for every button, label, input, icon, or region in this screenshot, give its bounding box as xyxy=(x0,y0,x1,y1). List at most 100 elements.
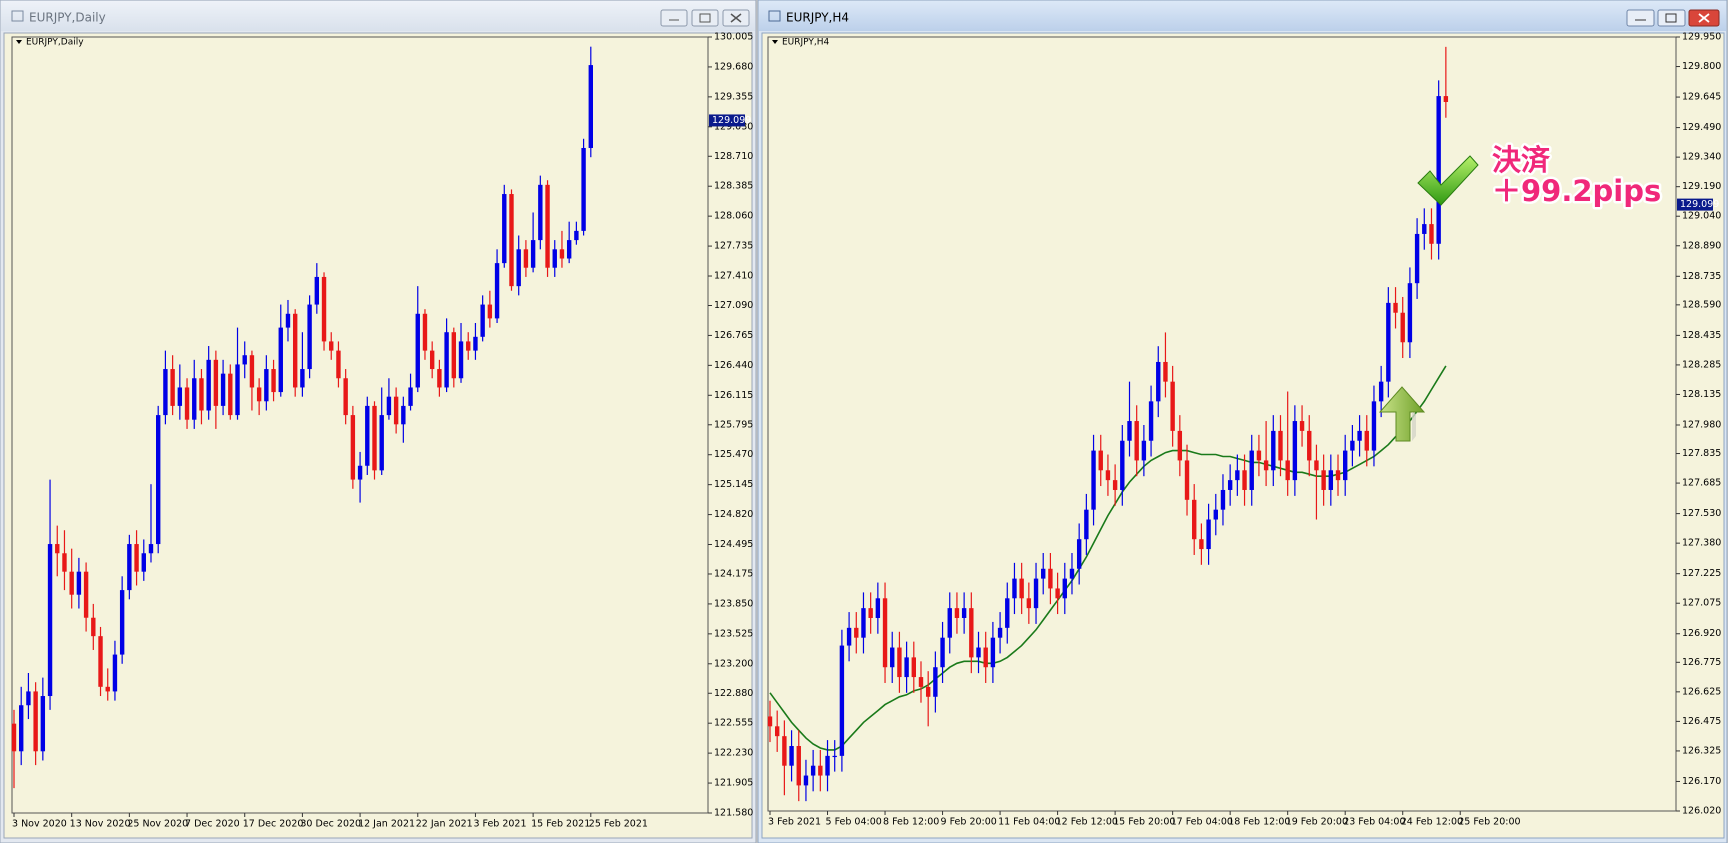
candle-body xyxy=(480,304,485,337)
candle-body xyxy=(429,350,435,370)
candle-body xyxy=(1127,421,1132,441)
candle-body xyxy=(803,775,809,786)
candle-body xyxy=(415,313,420,388)
candle-body xyxy=(1091,450,1096,510)
window-buttons[interactable] xyxy=(660,9,750,27)
candle-body xyxy=(789,746,794,766)
candle-body xyxy=(1005,598,1010,628)
y-tick-label: 123.850 xyxy=(714,598,753,609)
price-marker xyxy=(1677,198,1713,211)
candle-body xyxy=(47,544,53,697)
candle-body xyxy=(1033,578,1039,609)
candle-body xyxy=(192,378,197,420)
y-tick-label: 129.040 xyxy=(1682,211,1721,222)
candle-body xyxy=(1220,489,1226,510)
x-tick-label: 11 Feb 04:00 xyxy=(998,817,1060,828)
candle-body xyxy=(55,544,60,554)
candle-body xyxy=(1105,470,1111,481)
candle-body xyxy=(1436,96,1441,244)
candle-body xyxy=(1156,361,1161,402)
y-tick-label: 129.030 xyxy=(714,121,753,132)
candle-body xyxy=(393,396,399,425)
x-tick-label: 13 Nov 2020 xyxy=(70,819,131,830)
candle-body xyxy=(969,608,974,658)
candle-body xyxy=(357,465,363,480)
y-tick-label: 123.525 xyxy=(714,628,753,639)
candle-body xyxy=(868,608,873,618)
candle-body xyxy=(494,263,500,319)
candle-body xyxy=(530,240,536,268)
candle-body xyxy=(119,590,125,655)
candle-body xyxy=(105,686,110,692)
y-tick-label: 127.685 xyxy=(1682,478,1721,489)
x-tick-label: 12 Jan 2021 xyxy=(358,819,415,830)
candle-body xyxy=(846,627,852,646)
close-icon xyxy=(730,13,742,23)
candle-body xyxy=(961,608,967,618)
chart: EURJPY,H4 129.950 129.800 129.645 129.490 129… xyxy=(767,32,1721,828)
window-right: EURJPY,H4 xyxy=(757,0,1728,843)
candle-body xyxy=(1012,578,1017,599)
candle-body xyxy=(1443,96,1449,102)
window-icon xyxy=(11,10,24,22)
candle-body xyxy=(386,396,392,416)
candle-body xyxy=(163,369,168,416)
candle-body xyxy=(134,544,139,572)
candle-body xyxy=(947,608,952,638)
candle-body xyxy=(1227,480,1233,490)
candle-body xyxy=(1328,470,1334,490)
candle-body xyxy=(1393,302,1398,313)
candle-body xyxy=(264,369,269,402)
candle-body xyxy=(365,405,370,466)
candle-body xyxy=(1192,499,1197,540)
candle-body xyxy=(170,369,175,406)
y-tick-label: 129.680 xyxy=(714,61,753,72)
y-tick-label: 129.950 xyxy=(1682,32,1721,43)
x-tick-label: 22 Jan 2021 xyxy=(416,819,473,830)
candle-body xyxy=(220,373,226,406)
window-buttons[interactable] xyxy=(1626,9,1720,27)
candle-body xyxy=(581,147,586,231)
x-tick-label: 7 Dec 2020 xyxy=(185,819,240,830)
price-label: 129.099 xyxy=(712,115,751,126)
candle-body xyxy=(1148,401,1154,441)
restore-button[interactable] xyxy=(691,9,719,27)
moving-average xyxy=(769,365,1447,751)
restore-button[interactable] xyxy=(1657,9,1686,27)
candle-body xyxy=(1084,509,1089,540)
candle-body xyxy=(1141,440,1147,461)
minimize-button[interactable] xyxy=(660,9,688,27)
candle-body xyxy=(271,369,276,393)
candle-body xyxy=(1213,509,1218,520)
y-tick-label: 129.800 xyxy=(1682,61,1721,72)
candle-body xyxy=(1263,460,1269,471)
candle-body xyxy=(918,677,924,687)
x-tick-label: 15 Feb 20:00 xyxy=(1113,817,1175,828)
candle-body xyxy=(256,387,262,402)
y-tick-label: 126.170 xyxy=(1682,776,1721,787)
candle-body xyxy=(1285,460,1290,481)
candle-body xyxy=(1429,224,1434,244)
x-tick-label: 25 Feb 20:00 xyxy=(1458,817,1520,828)
window-title: EURJPY,Daily xyxy=(29,11,106,25)
y-tick-label: 128.285 xyxy=(1682,359,1721,370)
candle-body xyxy=(1386,302,1391,382)
title-marker xyxy=(772,40,778,44)
candle-body xyxy=(502,194,507,264)
x-tick-label: 30 Dec 2020 xyxy=(300,819,361,830)
candle-body xyxy=(1112,480,1118,490)
candle-body xyxy=(278,327,283,393)
y-tick-label: 121.580 xyxy=(714,808,753,819)
candle-body xyxy=(487,304,493,319)
candle-body xyxy=(566,240,572,259)
candle-body xyxy=(933,667,938,697)
candle-body xyxy=(1184,460,1190,500)
y-tick-label: 127.530 xyxy=(1682,508,1721,519)
y-tick-label: 128.135 xyxy=(1682,389,1721,400)
y-tick-label: 124.175 xyxy=(714,568,753,579)
y-tick-label: 127.225 xyxy=(1682,568,1721,579)
y-tick-label: 126.765 xyxy=(714,330,753,341)
x-tick-label: 17 Feb 04:00 xyxy=(1171,817,1233,828)
minimize-button[interactable] xyxy=(1626,9,1655,27)
